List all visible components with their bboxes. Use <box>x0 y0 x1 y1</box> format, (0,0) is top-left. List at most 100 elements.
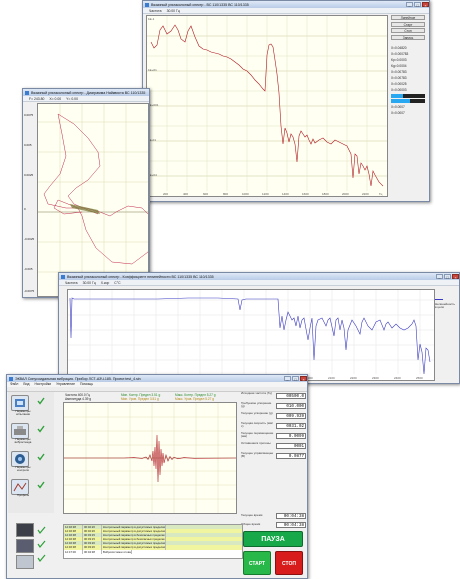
app-icon <box>61 274 65 279</box>
y-tick: -0.005 <box>24 267 33 271</box>
spectrum-titlebar[interactable]: Вязкиный ультаколоный спектр - ВС 110/13… <box>143 1 429 8</box>
log-row: 12:46:38 00:03:26 Контрольный параметр в д… <box>64 541 242 546</box>
check-icon <box>37 481 45 489</box>
sidebar-item-test-params[interactable]: Параметры испытания <box>11 394 51 417</box>
vibration-trace <box>64 434 236 483</box>
frequency-value: 30.00 Гц <box>166 8 180 13</box>
pause-button[interactable]: ПАУЗА <box>243 531 303 547</box>
device-icon-1[interactable] <box>16 523 34 537</box>
nyquist-plot <box>37 103 149 297</box>
test-params-icon <box>11 395 29 411</box>
x-tick: 600 <box>203 192 208 196</box>
app-icon <box>25 90 29 95</box>
x-tick: 2000 <box>342 192 349 196</box>
sidebar-item-profile[interactable]: Профиль <box>11 478 51 501</box>
device-icon-3[interactable] <box>16 555 34 569</box>
x-tick: 2500 <box>416 376 423 380</box>
close-icon[interactable]: × <box>452 274 459 280</box>
legend-swatch <box>435 299 443 300</box>
x-tick: 2100 <box>328 376 335 380</box>
nonlinearity-infobar: Частота 30.00 Гц Х.кор С°С <box>59 280 459 286</box>
level-limit-low: Мин. Уров. Предел 3.51 g <box>121 397 159 401</box>
level-bar <box>391 93 425 98</box>
param-label: Требуемое ускорение (g) <box>241 401 272 409</box>
chart-header: Частота 400.0 Гц Амплитуда 4.39 g Мин. К… <box>63 393 231 402</box>
maximize-icon[interactable]: □ <box>414 2 421 8</box>
current-acceleration-field: 009.939 <box>276 413 306 419</box>
start-button[interactable]: Старт <box>391 21 425 27</box>
param-label: Текущая скорость (мм/с) <box>241 421 273 429</box>
record-button[interactable]: Запись <box>391 34 425 40</box>
y-tick: 1E-1 <box>148 17 155 21</box>
x-tick: 2000 <box>306 376 313 380</box>
nyquist-titlebar[interactable]: Вязкиный ультаколоный спектр - Диаграмма… <box>23 89 149 96</box>
menu-settings[interactable]: Настройки <box>34 382 52 386</box>
menu-view[interactable]: Вид <box>23 382 30 386</box>
freq-readout: F= 243.80 <box>29 96 45 101</box>
sidebar-item-shaker-params[interactable]: Параметры вибростенда <box>11 422 51 445</box>
x-tick: 400 <box>183 192 188 196</box>
maximize-icon[interactable]: □ <box>444 274 451 280</box>
y-tick: -0.0075 <box>24 289 35 293</box>
nyquist-window: Вязкиный ультаколоный спектр - Диаграмма… <box>22 88 150 298</box>
menu-file[interactable]: Файл <box>10 382 19 386</box>
status-checks <box>37 526 46 563</box>
x-tick: 1200 <box>262 192 269 196</box>
y-tick: 1E+001 <box>148 103 159 107</box>
sidebar-item-control-params[interactable]: Параметры контроля <box>11 450 51 473</box>
readout: X=0.00783 <box>391 75 407 80</box>
readout: X=0.00025 <box>391 81 407 86</box>
initial-frequency-field[interactable]: 00500.0 <box>276 393 306 399</box>
minimize-icon[interactable]: – <box>436 274 443 280</box>
legend-label: Нелинейность в цепи <box>435 302 455 310</box>
current-displacement-field: 0.0099 <box>276 433 306 439</box>
menu-control[interactable]: Управление <box>56 382 75 386</box>
linear-button[interactable]: Линейное <box>391 15 425 20</box>
current-drive-field: 0.0877 <box>276 453 306 459</box>
param-label: Текущее ускорение (g) <box>241 411 273 415</box>
x-tick: 2300 <box>372 376 379 380</box>
controller-titlebar[interactable]: ЭКВАЛ Синусоидальная вибрация. Прибор ЛС… <box>7 375 307 382</box>
readout: X=0.0007 <box>391 104 405 109</box>
maximize-icon[interactable]: □ <box>292 376 299 382</box>
param-row: Исходная частота (Гц) 00500.0 <box>241 391 307 401</box>
x-tick: 1400 <box>282 192 289 196</box>
sidebar-label: Профиль <box>16 493 30 497</box>
timer-label: Текущее время <box>241 513 263 517</box>
close-icon[interactable]: × <box>422 2 429 8</box>
spectrum-plot: 1E-1 1E+01 1E+001 1E-01 1E+04 200 400 60… <box>146 15 388 197</box>
event-log: 12:46:38 00:02:26 Контрольный параметр в д… <box>63 524 243 559</box>
frequency-label: Частота <box>65 280 78 285</box>
required-acceleration-field: 010.000 <box>276 403 306 409</box>
minimize-icon[interactable]: – <box>284 376 291 382</box>
nonlinearity-titlebar[interactable]: Вязкиный ультаколоный спектр - Коэффицие… <box>59 273 459 280</box>
level-limit-high: Макс. Уров. Предел 5.27 g <box>175 397 215 401</box>
correction-label: Х.кор <box>100 280 110 285</box>
log-row: 12:46:38 00:02:26 Контрольный параметр в д… <box>64 529 242 534</box>
x-readout: X= 0.00 <box>49 96 62 101</box>
device-icon-2[interactable] <box>16 539 34 553</box>
app-icon <box>9 376 13 381</box>
start-button[interactable]: СТАРТ <box>243 551 271 575</box>
minimize-icon[interactable]: – <box>406 2 413 8</box>
current-time-row: Текущее время 00:04:38 <box>241 512 307 520</box>
param-row: Требуемое ускорение (g) 010.000 <box>241 401 307 411</box>
sidebar-label: Параметры испытания <box>15 409 31 416</box>
control-limit-low: Мин. Контр. Предел 3.51 g <box>121 393 161 397</box>
spectrum-infobar: Частота 30.00 Гц <box>143 8 429 14</box>
x-tick: 2200 <box>350 376 357 380</box>
log-row: 12:47:00 00:04:38 Вибросистема готова <box>64 549 242 554</box>
x-tick: 800 <box>223 192 228 196</box>
check-icon <box>37 425 45 433</box>
nonlinearity-title: Вязкиный ультаколоный спектр - Коэффицие… <box>67 274 214 279</box>
stop-button[interactable]: СТОП <box>275 551 303 575</box>
stop-button[interactable]: Стоп <box>391 28 425 33</box>
app-icon <box>145 2 149 7</box>
param-label: Текущее перемещение (мм) <box>241 431 274 439</box>
level-bar <box>391 99 425 103</box>
close-icon[interactable]: × <box>300 376 307 382</box>
readout: Kg=0.0004 <box>391 63 407 68</box>
menu-help[interactable]: Помощь <box>79 382 94 386</box>
sidebar-label: Параметры вибростенда <box>14 437 32 444</box>
current-time-value: 00:04:38 <box>276 513 306 519</box>
